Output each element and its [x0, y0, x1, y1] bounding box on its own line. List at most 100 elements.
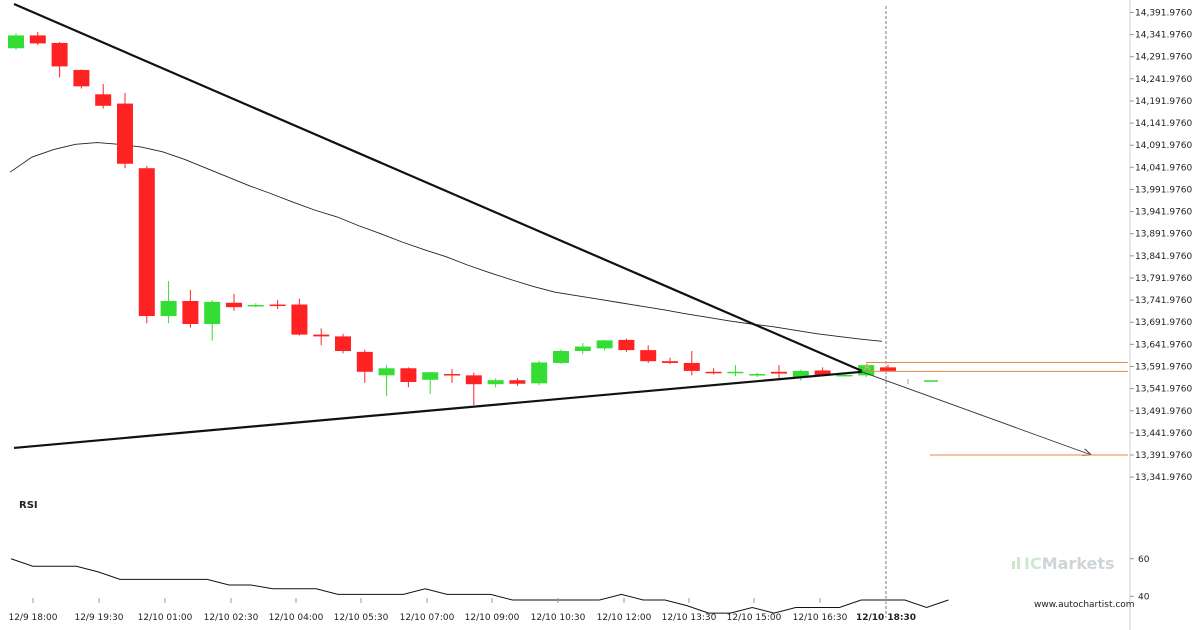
- candle: [444, 369, 460, 383]
- price-tick-label: 13,841.9760: [1135, 252, 1193, 262]
- candle-body-down: [313, 334, 330, 337]
- candle: [422, 371, 439, 394]
- candle-body-down: [880, 367, 896, 371]
- candle-body-down: [814, 370, 831, 376]
- price-tick-label: 14,191.9760: [1135, 97, 1193, 107]
- price-tick-label: 14,041.9760: [1135, 163, 1193, 173]
- price-tick-label: 14,391.9760: [1135, 8, 1193, 18]
- candle: [509, 377, 526, 386]
- rsi-tick-label: 60: [1138, 555, 1150, 565]
- candle: [618, 338, 635, 352]
- candle-body-down: [291, 304, 308, 335]
- candle-body-up: [204, 301, 221, 325]
- price-tick-label: 14,341.9760: [1135, 31, 1193, 41]
- candle: [792, 369, 809, 381]
- candle: [727, 365, 744, 377]
- price-levels: [866, 362, 1128, 456]
- candle-body-down: [400, 368, 417, 382]
- candle: [138, 165, 155, 324]
- candle: [596, 339, 613, 351]
- candle-body-down: [356, 351, 373, 372]
- pattern-label: A: [864, 363, 871, 373]
- candle: [465, 372, 482, 405]
- candle-body-up: [574, 346, 591, 351]
- candle-body-down: [444, 374, 460, 376]
- brand-logo: ICMarkets: [1012, 554, 1115, 573]
- time-axis: 12/9 18:00 12/9 19:30 12/10 01:00 12/10 02:…: [8, 598, 916, 623]
- candle-body-up: [8, 35, 24, 49]
- price-tick-label: 13,741.9760: [1135, 296, 1193, 306]
- candlestick-series: [8, 31, 896, 405]
- price-tick-label: 13,441.9760: [1135, 429, 1193, 439]
- candle-body-down: [29, 35, 46, 44]
- rsi-panel: RSI 60 40: [10, 500, 1150, 614]
- brand-logo-bar-icon: [1017, 557, 1020, 569]
- candle: [160, 281, 177, 324]
- candle: [335, 333, 351, 354]
- candle: [553, 349, 569, 364]
- brand-logo-bar-icon: [1012, 561, 1015, 569]
- candle: [226, 293, 242, 311]
- candle-body-up: [378, 368, 395, 376]
- candle: [117, 92, 133, 169]
- price-axis: 14,391.9760 14,341.9760 14,291.9760 14,241.…: [1129, 0, 1193, 630]
- candle: [51, 42, 68, 78]
- price-tick-label: 14,291.9760: [1135, 53, 1193, 63]
- candle-body-down: [640, 350, 657, 362]
- candle-body-up: [749, 374, 766, 376]
- price-tick-label: 13,691.9760: [1135, 318, 1193, 328]
- time-tick-label: 12/10 01:00: [138, 613, 193, 623]
- candle: [8, 33, 24, 50]
- candle: [814, 367, 831, 376]
- price-tick-label: 13,541.9760: [1135, 385, 1193, 395]
- price-tick-label: 13,341.9760: [1135, 473, 1193, 483]
- brand-suffix: Markets: [1042, 554, 1115, 573]
- time-tick-label: 12/9 18:00: [8, 613, 57, 623]
- candle: [574, 343, 591, 355]
- candle-body-down: [138, 168, 155, 317]
- forecast-arrow-line: [861, 371, 1092, 456]
- candle: [291, 298, 308, 336]
- time-tick-label: 12/10 13:30: [662, 613, 717, 623]
- candle-body-down: [73, 69, 90, 87]
- candle: [705, 368, 722, 375]
- candle: [29, 31, 46, 46]
- price-tick-label: 13,591.9760: [1135, 363, 1193, 373]
- candle-body-down: [465, 375, 482, 385]
- candle: [400, 367, 417, 388]
- time-tick-label: 12/10 16:30: [793, 613, 848, 623]
- candle-body-down: [226, 302, 242, 308]
- candle-body-down: [618, 339, 635, 351]
- candle-body-down: [771, 371, 787, 374]
- candle: [269, 300, 286, 309]
- candle: [531, 360, 548, 386]
- candle-body-down: [269, 304, 286, 307]
- candle: [313, 328, 330, 346]
- price-tick-label: 13,941.9760: [1135, 208, 1193, 218]
- candle: [356, 349, 373, 383]
- price-tick-label: 14,241.9760: [1135, 75, 1193, 85]
- candle-body-down: [683, 362, 700, 371]
- svg-text:ICMarkets: ICMarkets: [1024, 554, 1115, 573]
- price-tick-label: 14,091.9760: [1135, 141, 1193, 151]
- candle-body-up: [531, 362, 548, 384]
- candle: [880, 364, 896, 372]
- triangle-upper-line: [13, 2, 863, 372]
- candle: [204, 300, 221, 341]
- moving-average-line: [9, 142, 883, 342]
- price-tick-label: 13,991.9760: [1135, 185, 1193, 195]
- candle-body-down: [95, 94, 112, 106]
- candle-body-down: [51, 42, 68, 67]
- candle-body-down: [705, 371, 722, 374]
- candle: [640, 345, 657, 363]
- candle-body-down: [662, 361, 678, 363]
- triangle-pattern: A: [13, 2, 1093, 456]
- candle-body-up: [858, 365, 875, 376]
- price-tick-label: 13,391.9760: [1135, 451, 1193, 461]
- candle-body-up: [596, 340, 613, 349]
- candle-body-down: [509, 380, 526, 384]
- candle-body-up: [487, 380, 504, 385]
- candle: [771, 365, 787, 379]
- triangle-lower-line: [13, 370, 862, 450]
